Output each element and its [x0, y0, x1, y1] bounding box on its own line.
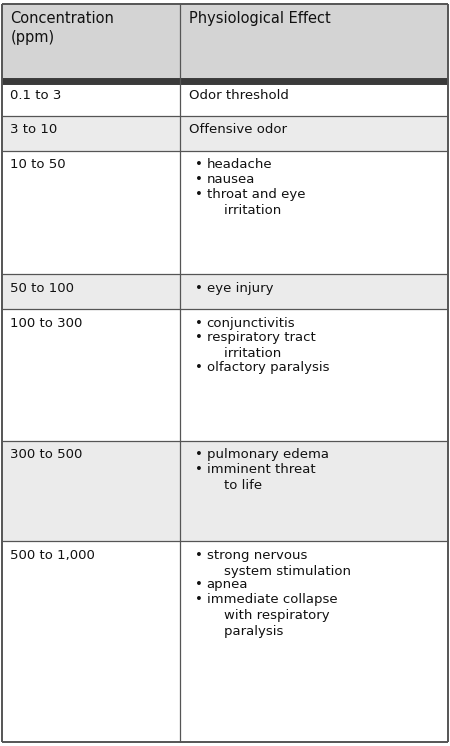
Bar: [2, 4, 448, 81]
Text: Odor threshold: Odor threshold: [189, 89, 288, 101]
Bar: [2, 116, 448, 151]
Bar: [2, 541, 448, 742]
Text: 300 to 500: 300 to 500: [10, 448, 83, 461]
Bar: [2, 81, 448, 116]
Text: throat and eye
    irritation: throat and eye irritation: [207, 187, 305, 216]
Text: olfactory paralysis: olfactory paralysis: [207, 361, 329, 374]
Text: pulmonary edema: pulmonary edema: [207, 448, 328, 461]
Text: •: •: [195, 331, 203, 345]
Bar: [2, 275, 448, 309]
Text: •: •: [195, 463, 203, 476]
Text: immediate collapse
    with respiratory
    paralysis: immediate collapse with respiratory para…: [207, 593, 337, 638]
Text: strong nervous
    system stimulation: strong nervous system stimulation: [207, 548, 351, 577]
Text: eye injury: eye injury: [207, 282, 273, 295]
Text: 10 to 50: 10 to 50: [10, 158, 66, 171]
Text: •: •: [195, 316, 203, 330]
Text: •: •: [195, 173, 203, 186]
Text: •: •: [195, 282, 203, 295]
Text: •: •: [195, 593, 203, 606]
Text: •: •: [195, 548, 203, 562]
Text: 3 to 10: 3 to 10: [10, 123, 58, 137]
Text: •: •: [195, 158, 203, 171]
Text: •: •: [195, 361, 203, 374]
Text: •: •: [195, 578, 203, 591]
Text: •: •: [195, 187, 203, 201]
Text: 100 to 300: 100 to 300: [10, 316, 83, 330]
Bar: [2, 151, 448, 275]
Text: Physiological Effect: Physiological Effect: [189, 11, 330, 26]
Text: •: •: [195, 448, 203, 461]
Text: conjunctivitis: conjunctivitis: [207, 316, 295, 330]
Text: headache: headache: [207, 158, 272, 171]
Bar: [2, 309, 448, 441]
Text: 0.1 to 3: 0.1 to 3: [10, 89, 62, 101]
Text: Offensive odor: Offensive odor: [189, 123, 287, 137]
Bar: [2, 441, 448, 541]
Text: respiratory tract
    irritation: respiratory tract irritation: [207, 331, 315, 360]
Text: Concentration
(ppm): Concentration (ppm): [10, 11, 114, 45]
Text: apnea: apnea: [207, 578, 248, 591]
Text: nausea: nausea: [207, 173, 255, 186]
Text: imminent threat
    to life: imminent threat to life: [207, 463, 315, 492]
Text: 500 to 1,000: 500 to 1,000: [10, 548, 95, 562]
Text: 50 to 100: 50 to 100: [10, 282, 74, 295]
